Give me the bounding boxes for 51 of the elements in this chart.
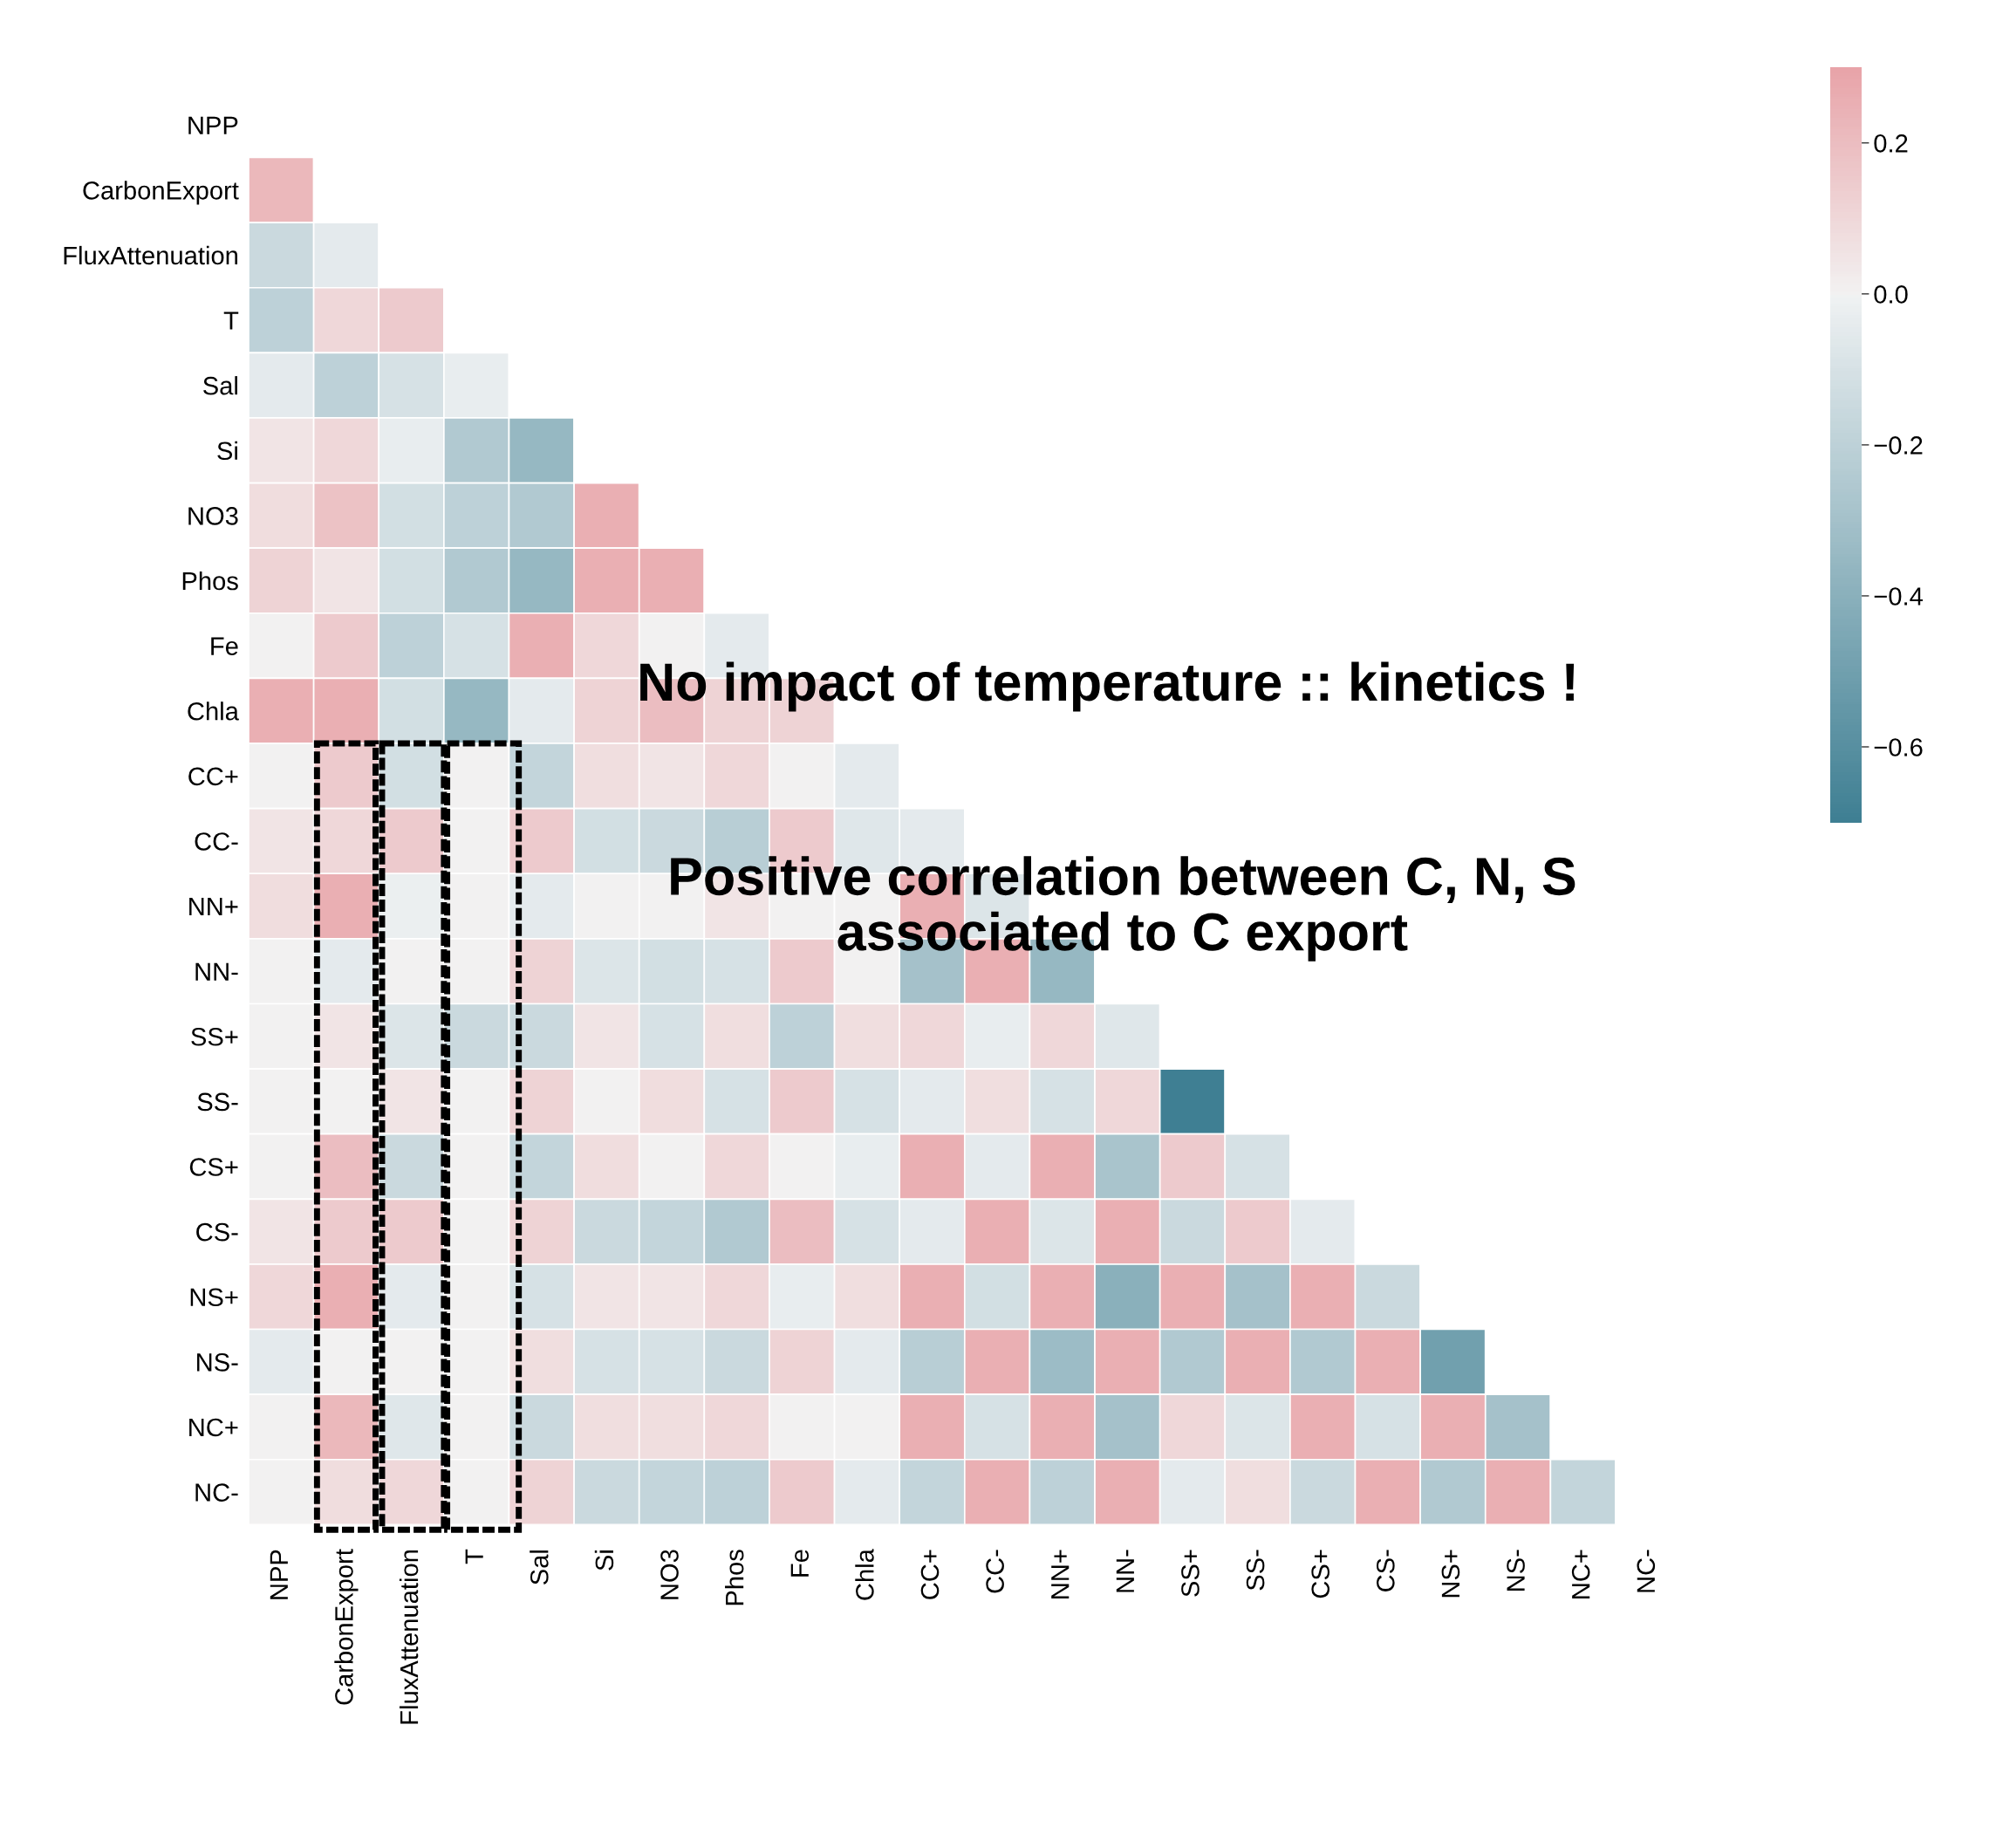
x-tick-label: Chla (855, 1549, 874, 1600)
annotation: No impact of temperature :: kinetics ! (640, 661, 1575, 712)
color-bar-label: 0.2 (1874, 134, 1908, 153)
y-tick-label: NC+ (189, 1418, 238, 1437)
y-tick-label: Phos (182, 571, 238, 591)
y-tick-label: T (223, 311, 239, 330)
color-bar-label: −0.2 (1874, 436, 1923, 455)
y-tick-label: CS+ (189, 1158, 238, 1176)
x-tick-label: SS- (1246, 1550, 1265, 1591)
y-tick-label: SS- (197, 1092, 238, 1112)
x-tick-label: SS+ (1181, 1550, 1200, 1597)
y-tick-label: CarbonExport (83, 181, 239, 205)
y-tick-label: CC+ (188, 767, 238, 786)
x-tick-label: Phos (725, 1550, 744, 1605)
y-tick-label: Si (217, 441, 237, 461)
y-tick-label: NO3 (188, 507, 238, 525)
x-tick-label: T (465, 1549, 483, 1564)
y-tick-label: NN- (195, 962, 238, 981)
x-tick-label: FluxAttenuation (399, 1550, 419, 1724)
x-tick-label: Si (594, 1550, 614, 1571)
x-tick-label: NS- (1507, 1550, 1525, 1591)
y-tick-label: NC- (195, 1483, 238, 1502)
y-tick-label: Fe (211, 637, 238, 655)
x-tick-label: NO3 (660, 1550, 679, 1599)
x-tick-label: NN- (1116, 1550, 1134, 1592)
x-tick-label: CarbonExport (334, 1549, 359, 1705)
x-tick-label: Sal (530, 1550, 549, 1584)
y-tick-label: NPP (188, 116, 238, 134)
x-tick-label: NS+ (1441, 1550, 1460, 1598)
x-tick-label: NPP (270, 1550, 288, 1599)
x-tick-label: Fe (790, 1550, 810, 1577)
y-tick-label: Sal (203, 376, 237, 395)
y-tick-label: SS+ (191, 1027, 238, 1046)
color-bar-label: −0.4 (1874, 587, 1923, 606)
x-tick-label: CC- (986, 1550, 1004, 1593)
x-tick-label: CS+ (1311, 1550, 1330, 1598)
annotation: Positive correlation between C, N, S associated to C export (671, 856, 1575, 962)
y-tick-label: NS- (197, 1353, 238, 1372)
y-tick-label: FluxAttenuation (64, 245, 238, 265)
x-tick-label: NC- (1637, 1550, 1656, 1592)
y-tick-label: NN+ (189, 898, 238, 916)
x-tick-label: NN+ (1051, 1550, 1070, 1598)
y-tick-label: CS- (196, 1222, 238, 1242)
color-bar-label: 0.0 (1874, 285, 1908, 304)
x-tick-label: CC+ (920, 1550, 940, 1599)
x-tick-label: NC+ (1571, 1550, 1590, 1598)
y-tick-label: NS+ (190, 1288, 238, 1307)
color-bar-label: −0.6 (1874, 738, 1923, 756)
y-tick-label: Chla (188, 702, 239, 721)
y-tick-label: CC- (195, 832, 238, 851)
x-tick-label: CS- (1376, 1550, 1395, 1591)
